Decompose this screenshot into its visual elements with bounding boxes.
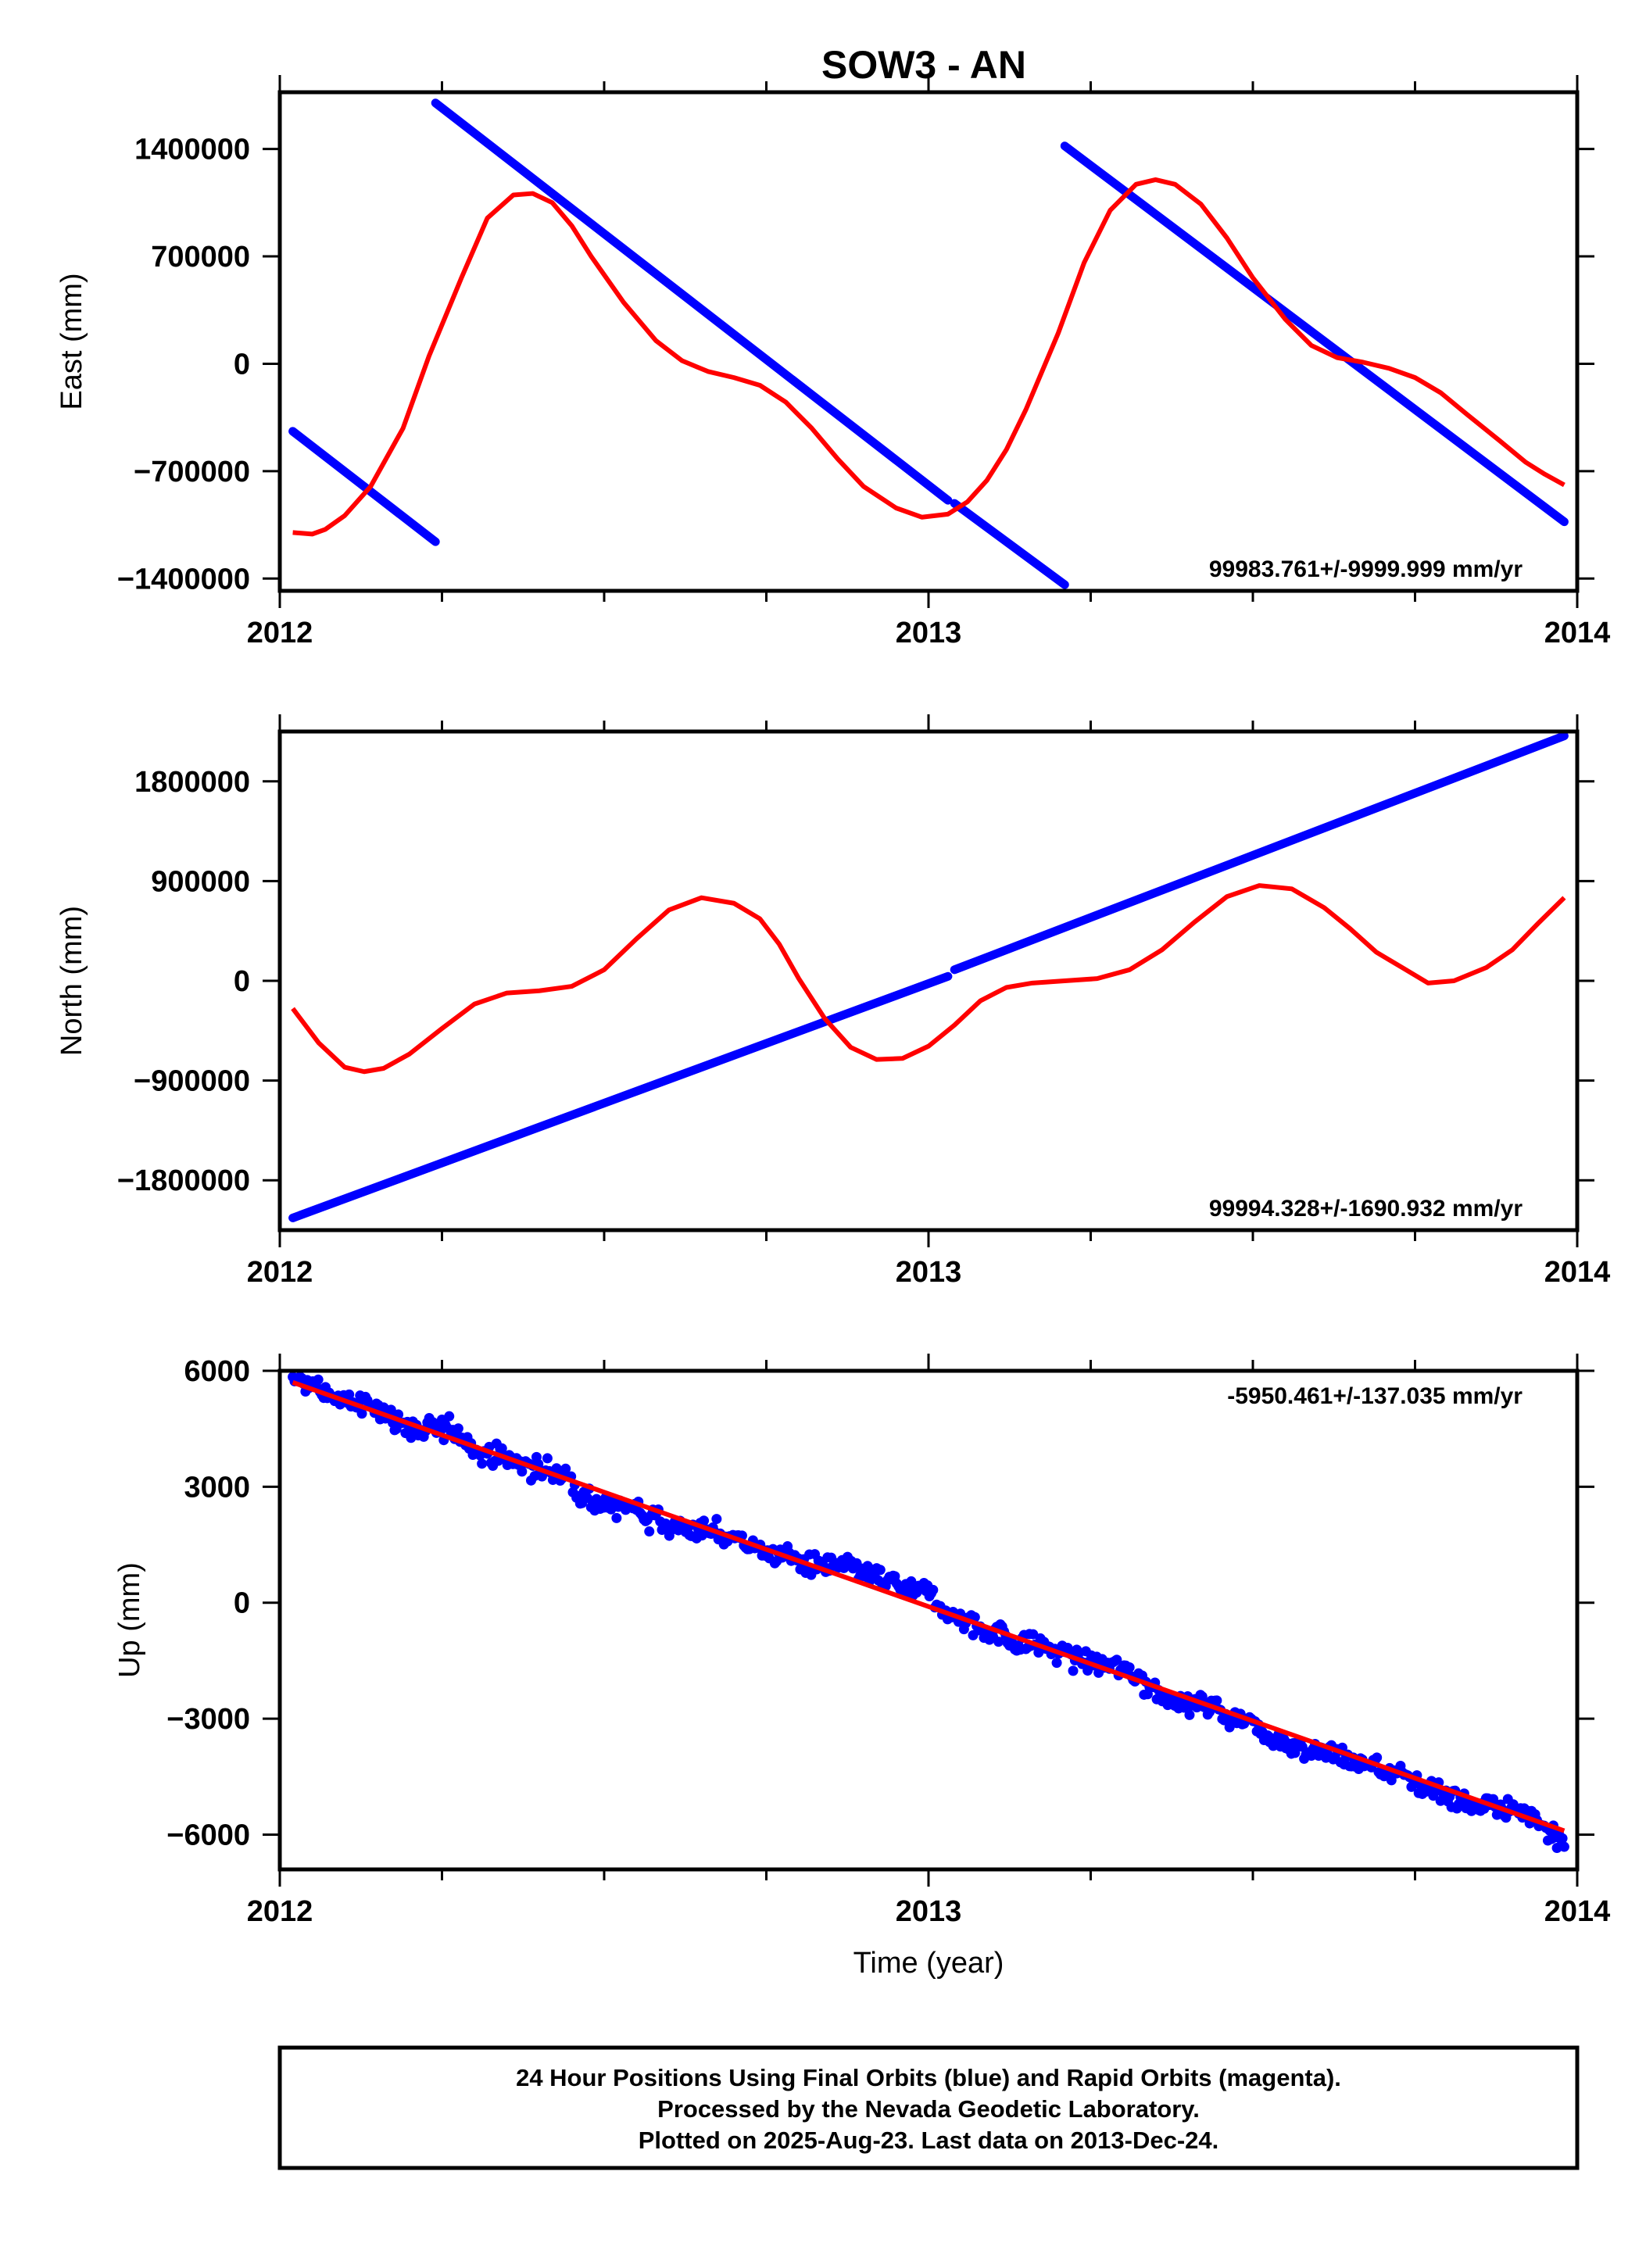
east-x-tick-label: 2014 bbox=[1544, 617, 1611, 649]
north-y-tick-label: 900000 bbox=[151, 865, 250, 898]
up-point bbox=[385, 1404, 396, 1415]
north-x-tick-label: 2014 bbox=[1544, 1256, 1611, 1289]
up-point bbox=[1051, 1658, 1062, 1669]
up-y-tick-label: 6000 bbox=[184, 1355, 250, 1388]
up-trend-line bbox=[292, 1380, 1565, 1833]
chart-title: SOW3 - AN bbox=[821, 43, 1026, 87]
footer-box: 24 Hour Positions Using Final Orbits (bl… bbox=[277, 2045, 1580, 2170]
footer-line-2: Processed by the Nevada Geodetic Laborat… bbox=[657, 2095, 1200, 2123]
north-x-tick-label: 2013 bbox=[896, 1256, 962, 1289]
east-x-tick-label: 2013 bbox=[896, 617, 962, 649]
up-point bbox=[1211, 1695, 1222, 1706]
up-point bbox=[1111, 1654, 1122, 1665]
up-point bbox=[993, 1637, 1004, 1647]
panels: 2012 2013 2014 −1400000 −700000 0 700000 140000… bbox=[55, 75, 1610, 1980]
east-x-tick-label: 2012 bbox=[247, 617, 313, 649]
north-y-tick-label: 0 bbox=[234, 965, 250, 998]
up-plot-area bbox=[288, 1372, 1569, 1854]
up-point bbox=[928, 1584, 939, 1595]
east-data-segment-2 bbox=[950, 499, 1069, 589]
up-x-tick-label: 2014 bbox=[1544, 1895, 1611, 1928]
east-data-segment-3 bbox=[1060, 141, 1569, 527]
east-rate-label: 99983.761+/-9999.999 mm/yr bbox=[1209, 556, 1523, 582]
up-point bbox=[542, 1453, 553, 1464]
up-point bbox=[344, 1389, 355, 1400]
up-y-tick-label: 3000 bbox=[184, 1471, 250, 1504]
east-data-segment-0 bbox=[288, 427, 440, 546]
footer-frame bbox=[277, 2045, 1580, 2170]
footer-line-3: Plotted on 2025-Aug-23. Last data on 201… bbox=[639, 2127, 1219, 2154]
panel-east: 2012 2013 2014 −1400000 −700000 0 700000 140000… bbox=[55, 75, 1610, 649]
up-x-tick-label: 2012 bbox=[247, 1895, 313, 1928]
east-y-tick-label: −1400000 bbox=[117, 563, 250, 596]
east-y-tick-label: 0 bbox=[234, 348, 250, 381]
up-point bbox=[611, 1512, 622, 1523]
footer-line-1: 24 Hour Positions Using Final Orbits (bl… bbox=[516, 2064, 1341, 2091]
east-plot-area bbox=[288, 98, 1569, 589]
north-x-tick-label: 2012 bbox=[247, 1256, 313, 1289]
north-plot-area bbox=[288, 732, 1569, 1222]
up-y-tick-label: −6000 bbox=[166, 1819, 250, 1851]
up-point bbox=[1558, 1841, 1569, 1852]
east-y-axis-label: East (mm) bbox=[55, 273, 88, 410]
east-y-tick-label: 1400000 bbox=[134, 134, 250, 166]
east-y-tick-label: −700000 bbox=[134, 456, 250, 488]
north-y-tick-label: −1800000 bbox=[117, 1164, 250, 1197]
up-point bbox=[444, 1411, 455, 1422]
up-point bbox=[517, 1466, 528, 1477]
east-model-curve bbox=[292, 177, 1565, 537]
up-point bbox=[699, 1515, 710, 1526]
north-rate-label: 99994.328+/-1690.932 mm/yr bbox=[1209, 1196, 1523, 1222]
panel-north: 2012 2013 2014 −1800000 −900000 0 900000 180000… bbox=[55, 714, 1610, 1289]
up-point bbox=[496, 1443, 507, 1454]
north-data-segment-0 bbox=[288, 971, 953, 1222]
up-rate-label: -5950.461+/-137.035 mm/yr bbox=[1227, 1383, 1523, 1409]
up-point bbox=[1184, 1709, 1195, 1720]
north-data-segment-1 bbox=[950, 732, 1569, 975]
up-point bbox=[1557, 1833, 1568, 1844]
north-y-axis-label: North (mm) bbox=[55, 906, 88, 1056]
up-point bbox=[711, 1514, 722, 1525]
up-point bbox=[477, 1458, 488, 1469]
up-y-axis-label: Up (mm) bbox=[113, 1562, 146, 1678]
east-y-tick-label: 700000 bbox=[151, 241, 250, 274]
up-point bbox=[1068, 1665, 1079, 1676]
up-point bbox=[453, 1423, 463, 1434]
up-y-tick-label: −3000 bbox=[166, 1703, 250, 1736]
north-y-tick-label: 1800000 bbox=[134, 766, 250, 799]
up-x-axis-label: Time (year) bbox=[853, 1947, 1004, 1980]
north-y-tick-label: −900000 bbox=[134, 1065, 250, 1098]
up-point bbox=[1488, 1794, 1499, 1805]
up-x-tick-label: 2013 bbox=[896, 1895, 962, 1928]
up-y-tick-label: 0 bbox=[234, 1587, 250, 1620]
up-point bbox=[644, 1526, 655, 1537]
east-data-segment-1 bbox=[431, 98, 953, 505]
up-point bbox=[875, 1565, 886, 1576]
up-point bbox=[1124, 1662, 1135, 1673]
panel-up: 2012 2013 2014 −6000 −3000 0 3000 6000 Up (mm) Ti… bbox=[113, 1354, 1610, 1980]
up-point bbox=[313, 1374, 324, 1385]
north-model-curve bbox=[291, 883, 1566, 1075]
up-point bbox=[1372, 1752, 1383, 1763]
up-point bbox=[356, 1408, 367, 1419]
